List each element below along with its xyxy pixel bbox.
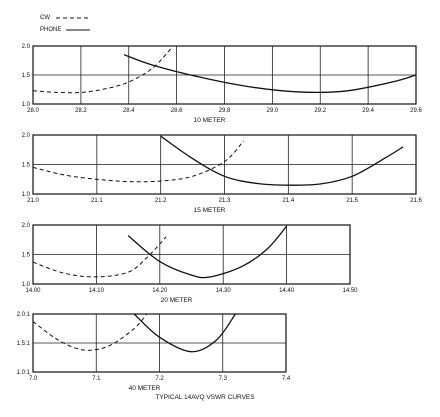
chart-panel-40-meter: 7.0 7.1 7.2 7.3 7.4 1.0:1 1.5:1 2.0:1 40 METER: [17, 312, 291, 392]
x-tick-label: 28.0: [27, 108, 39, 114]
y-tick-label: 1.0: [22, 102, 31, 108]
x-tick-label: 21.2: [155, 198, 167, 204]
series-line-cw: [32, 140, 244, 183]
y-tick-label: 1.5: [22, 253, 31, 259]
panel-title: 15 METER: [194, 207, 226, 214]
panel-title: 40 METER: [129, 385, 161, 392]
legend-label-cw: CW: [40, 15, 50, 21]
x-tick-label: 29.6: [410, 108, 422, 114]
series-line-cw: [32, 313, 148, 351]
x-tick-label: 28.2: [75, 108, 87, 114]
chart-panels: 28.0 28.2 28.4 28.6 29.8 29.0 29.2 29.4 29.61.01…: [17, 44, 423, 392]
series-line-phone: [160, 135, 404, 186]
y-tick-label: 1.5:1: [17, 341, 31, 347]
series-line-phone: [123, 54, 417, 94]
figure-caption: TYPICAL 14AVQ VSWR CURVES: [155, 394, 255, 401]
series-line-cw: [32, 236, 167, 278]
x-tick-label: 7.0: [29, 376, 38, 382]
y-tick-label: 2.0:1: [17, 312, 31, 318]
x-tick-label: 28.4: [123, 108, 135, 114]
x-tick-label: 14.50: [342, 288, 358, 294]
y-tick-label: 1.0:1: [17, 370, 31, 376]
x-tick-label: 21.3: [219, 198, 231, 204]
x-tick-label: 21.6: [410, 198, 422, 204]
x-tick-label: 14.10: [89, 288, 105, 294]
x-tick-label: 14.40: [279, 288, 295, 294]
x-tick-label: 7.2: [155, 376, 164, 382]
series-line-phone: [127, 225, 288, 279]
series-line-cw: [32, 47, 173, 94]
y-tick-label: 2.0: [22, 44, 31, 50]
x-tick-label: 21.1: [91, 198, 103, 204]
x-tick-label: 21.0: [27, 198, 39, 204]
y-tick-label: 1.5: [22, 163, 31, 169]
y-tick-label: 2.0: [22, 133, 31, 139]
y-tick-label: 1.0: [22, 282, 31, 288]
x-tick-label: 29.8: [219, 108, 231, 114]
x-tick-label: 29.4: [362, 108, 374, 114]
panel-title: 20 METER: [161, 297, 193, 304]
x-tick-label: 29.0: [267, 108, 279, 114]
legend-label-phone: PHONE: [40, 27, 61, 33]
chart-panel-15-meter: 21.0 21.1 21.2 21.3 21.4 21.5 21.6 1.0 1.5 2.0 15 …: [22, 133, 423, 214]
chart-panel-20-meter: 14.00 14.10 14.20 14.30 14.40 14.50 1.0 1.5 2.0 2…: [22, 223, 359, 304]
x-tick-label: 29.2: [314, 108, 326, 114]
x-tick-label: 21.4: [282, 198, 294, 204]
x-tick-label: 28.6: [171, 108, 183, 114]
x-tick-label: 7.3: [219, 376, 228, 382]
series-line-phone: [133, 313, 236, 353]
y-tick-label: 1.0: [22, 192, 31, 198]
x-tick-label: 21.5: [346, 198, 358, 204]
x-tick-label: 7.1: [92, 376, 101, 382]
x-tick-label: 7.4: [282, 376, 291, 382]
chart-panel-10-meter: 28.0 28.2 28.4 28.6 29.8 29.0 29.2 29.4 29.6 1.0 1…: [22, 44, 423, 124]
x-tick-label: 14.00: [25, 288, 41, 294]
x-tick-label: 14.30: [216, 288, 232, 294]
x-tick-label: 14.20: [152, 288, 168, 294]
y-tick-label: 2.0: [22, 223, 31, 229]
legend: CW PHONE: [40, 15, 90, 33]
panel-title: 10 METER: [194, 117, 226, 124]
y-tick-label: 1.5: [22, 73, 31, 79]
